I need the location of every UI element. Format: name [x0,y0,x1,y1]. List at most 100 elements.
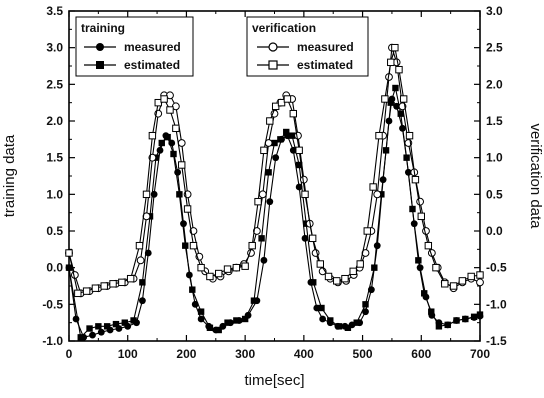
y-right-tick-label: -0.5 [486,261,507,275]
verification-estimated-point [467,272,475,281]
training-estimated-point [462,315,469,323]
training-measured-point [180,220,187,228]
legend-training-title: training [81,21,125,35]
verification-estimated-point [458,277,467,285]
training-estimated-point [215,326,222,334]
verification-measured-point [416,197,425,206]
y-ticks-left: -1.0 -0.5 0.0 0.5 1.0 1.5 2.0 2.5 3.0 3.5 [42,4,75,348]
training-estimated-point [409,205,416,213]
verification-estimated-point [324,272,333,281]
verification-estimated-point [417,212,425,221]
training-estimated-point [362,301,369,308]
training-estimated-point [295,161,303,169]
verification-estimated-point [118,278,126,287]
training-estimated-point [77,334,84,341]
training-estimated-point [121,319,128,326]
training-measured-point [185,271,193,279]
training-estimated-point [318,304,325,312]
y-axis-title-left: training data [1,134,18,217]
y-left-tick-label: 0.0 [46,261,63,275]
verification-estimated-point [100,282,108,290]
training-estimated-point [288,132,296,139]
y-right-tick-label: 3.0 [486,4,503,18]
training-measured-point [89,331,96,339]
training-estimated-point [378,191,385,198]
training-estimated-point [265,169,272,176]
y-left-tick-label: 1.0 [46,187,63,201]
verification-estimated-point [341,274,349,283]
training-estimated-point [444,321,451,329]
y-left-tick-label: 3.5 [46,4,63,18]
training-estimated-point [476,311,484,318]
training-estimated-point [403,154,410,161]
training-measured-point [373,242,381,250]
series-layer [65,43,484,341]
training-estimated-point [335,323,343,330]
verification-estimated-point [333,277,341,285]
training-estimated-point [470,313,478,320]
verification-estimated-point [254,197,262,206]
training-estimated-point [371,264,378,271]
verification-estimated-point [391,43,399,52]
training-estimated-point [130,317,137,324]
verification-estimated-point [109,280,117,288]
verification-estimated-point [91,284,100,292]
verification-estimated-point [135,241,144,250]
verification-estimated-point [260,146,268,155]
training-estimated-point [250,297,258,304]
verification-estimated-point [289,109,297,118]
training-estimated-point [327,317,334,324]
verification-measured-point [177,139,186,147]
training-estimated-point [197,308,205,315]
training-estimated-point [344,324,352,331]
legend-training-measured-marker [96,43,104,51]
verification-estimated-point [424,241,433,250]
training-estimated-point [158,139,165,147]
training-estimated-point [435,323,443,330]
verification-measured-point [373,190,382,199]
training-estimated-point [277,136,284,143]
training-estimated-point [283,128,290,136]
training-measured-point [301,234,309,242]
verification-estimated-point [449,282,458,290]
verification-estimated-point [126,274,135,283]
verification-estimated-point [142,190,151,199]
training-estimated-point [271,139,278,147]
x-tick-label: 400 [294,347,314,361]
y-left-tick-label: 3.0 [46,41,63,55]
training-measured-point [272,154,280,162]
verification-estimated-point [432,263,440,272]
y-left-tick-label: 0.5 [46,224,63,238]
training-estimated-point [241,315,249,323]
legend-verification-title: verification [252,21,316,35]
verification-estimated-point [395,65,403,74]
training-measured-point [197,315,205,323]
verification-estimated-point [283,95,292,103]
training-estimated-point [415,257,422,264]
verification-estimated-point [441,280,449,288]
x-tick-label: 100 [118,347,138,361]
verification-estimated-point [197,263,205,272]
y-left-tick-label: 2.5 [46,77,63,91]
training-measured-point [362,308,369,316]
training-measured-point [295,183,303,191]
verification-estimated-point [74,289,82,298]
legend-verification-measured-marker [268,42,278,52]
verification-estimated-point [189,241,198,250]
x-tick-label: 200 [176,347,196,361]
legend-verification-estimated-label: estimated [297,58,353,72]
verification-estimated-point [399,95,408,103]
y-right-tick-label: 0.0 [486,224,503,238]
verification-estimated-point [206,272,214,281]
training-estimated-point [65,264,73,271]
training-measured-point [266,198,274,206]
y-left-tick-label: -0.5 [42,297,63,311]
legend-training: training measured estimated [75,16,194,77]
verification-measured-point [422,227,430,235]
training-measured-point [97,328,105,336]
training-estimated-point [189,286,196,293]
training-estimated-point [353,319,360,326]
y-right-tick-label: -1.5 [486,334,507,348]
verification-measured-point [258,190,267,199]
